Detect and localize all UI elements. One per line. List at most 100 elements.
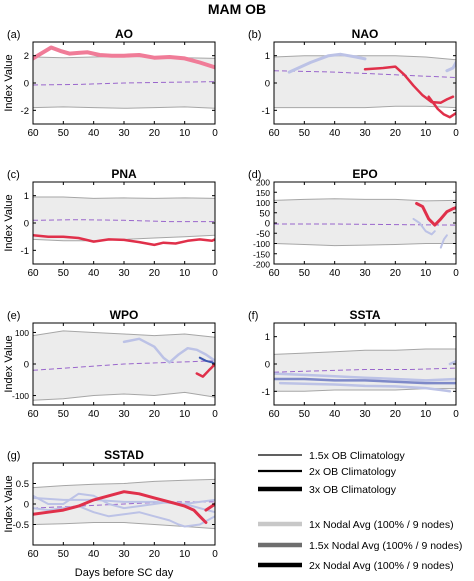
legend-label: 2x OB Climatology [309, 466, 397, 478]
x-tick-label: 60 [268, 268, 280, 279]
y-tick-label: 50 [259, 208, 270, 219]
y-axis-label: Index Value [3, 475, 15, 532]
x-tick-label: 10 [179, 549, 191, 560]
envelope-lower-line [274, 243, 456, 247]
panel-letter: (a) [7, 29, 20, 41]
panel-nao: 10-160 50 40 30 20 10 0(b) NAO [248, 27, 459, 139]
legend-label: 1.5x OB Climatology [309, 450, 405, 462]
x-tick-label: 40 [329, 128, 341, 139]
climatology-envelope [33, 197, 215, 241]
series-line-3 [278, 381, 452, 393]
figure-title: MAM OB [208, 1, 266, 17]
x-tick-label: 30 [118, 409, 130, 420]
y-tick-label: -100 [253, 239, 270, 249]
panel-title: WPO [110, 308, 139, 322]
series-line-3 [415, 202, 456, 227]
y-axis-label: Index Value [3, 54, 15, 111]
plot-area [274, 198, 456, 249]
series-line-3 [195, 362, 215, 378]
envelope-upper-line [274, 55, 456, 61]
x-tick-label: 20 [149, 268, 161, 279]
series-line-2 [274, 377, 456, 385]
x-tick-label: 30 [118, 128, 130, 139]
panel-letter: (d) [248, 169, 261, 181]
y-tick-label: 0 [24, 500, 29, 511]
climatology-envelope [274, 198, 456, 246]
series-line-4 [448, 360, 456, 366]
y-tick-label: -2 [21, 106, 29, 117]
panel-letter: (f) [248, 310, 258, 322]
series-line-1 [274, 372, 456, 382]
series-line-2 [439, 234, 448, 249]
x-tick-label: 30 [359, 128, 371, 139]
median-dashed-line [274, 367, 456, 373]
climatology-envelope [33, 56, 215, 109]
x-tick-label: 0 [212, 128, 218, 139]
plot-area [274, 52, 456, 119]
y-tick-label: 200 [256, 178, 270, 188]
x-tick-label: 0 [453, 409, 459, 420]
x-tick-label: 40 [329, 268, 341, 279]
envelope-upper-line [274, 198, 456, 202]
y-tick-label: 0 [24, 79, 29, 90]
x-axis-label: Days before SC day [75, 567, 174, 579]
median-dashed-line [33, 360, 215, 371]
x-tick-label: 50 [299, 409, 311, 420]
legend-label: 1x Nodal Avg (100% / 9 nodes) [309, 519, 454, 531]
x-tick-label: 0 [212, 549, 218, 560]
envelope-lower-line [274, 105, 456, 109]
y-tick-label: 0 [24, 360, 29, 371]
x-tick-label: 60 [27, 268, 39, 279]
panel-sstad: 0.5 0 -0.5 60 50 40 30 20 10 0 (g) SSTAD Index Value [3, 448, 218, 560]
series-line-4 [33, 490, 208, 524]
x-tick-label: 60 [27, 549, 39, 560]
x-tick-label: 50 [58, 128, 70, 139]
x-tick-label: 0 [453, 128, 459, 139]
y-tick-label: 1 [24, 191, 29, 202]
y-axis-label: Index Value [3, 335, 15, 392]
x-tick-label: 60 [268, 409, 280, 420]
x-tick-label: 20 [390, 409, 402, 420]
y-tick-label: -50 [256, 229, 270, 240]
x-tick-label: 40 [88, 128, 100, 139]
x-tick-label: 50 [58, 549, 70, 560]
panel-title: SSTAD [104, 448, 144, 462]
x-tick-label: 60 [27, 128, 39, 139]
y-tick-label: -150 [253, 249, 270, 259]
series-line-1 [33, 45, 215, 70]
x-tick-label: 10 [420, 409, 432, 420]
x-tick-label: 10 [420, 128, 432, 139]
x-tick-label: 10 [420, 268, 432, 279]
panel-title: PNA [111, 167, 137, 181]
envelope-lower-line [33, 106, 215, 109]
y-tick-label: 0.5 [16, 479, 29, 490]
series-line-2 [445, 61, 456, 73]
envelope-upper-line [33, 196, 215, 199]
y-tick-label: 150 [256, 188, 270, 198]
series-line-1 [412, 217, 436, 236]
series-line-1 [33, 234, 215, 247]
x-tick-label: 30 [118, 549, 130, 560]
x-tick-label: 60 [27, 409, 39, 420]
legend: 1.5x OB Climatology 2x OB Climatology 3x O… [258, 450, 462, 572]
x-tick-label: 40 [88, 549, 100, 560]
x-tick-label: 40 [88, 409, 100, 420]
x-tick-label: 20 [149, 549, 161, 560]
x-tick-label: 30 [359, 268, 371, 279]
y-tick-label: -100 [12, 391, 29, 401]
x-tick-label: 0 [453, 268, 459, 279]
y-tick-label: -1 [262, 106, 270, 117]
x-tick-label: 20 [390, 268, 402, 279]
x-tick-label: 30 [118, 268, 130, 279]
climatology-envelope [274, 55, 456, 108]
x-tick-label: 20 [149, 128, 161, 139]
panel-title: AO [115, 27, 133, 41]
x-tick-label: 10 [179, 409, 191, 420]
series-line-1 [122, 337, 215, 364]
legend-label: 3x OB Climatology [309, 484, 397, 496]
x-tick-label: 50 [58, 409, 70, 420]
